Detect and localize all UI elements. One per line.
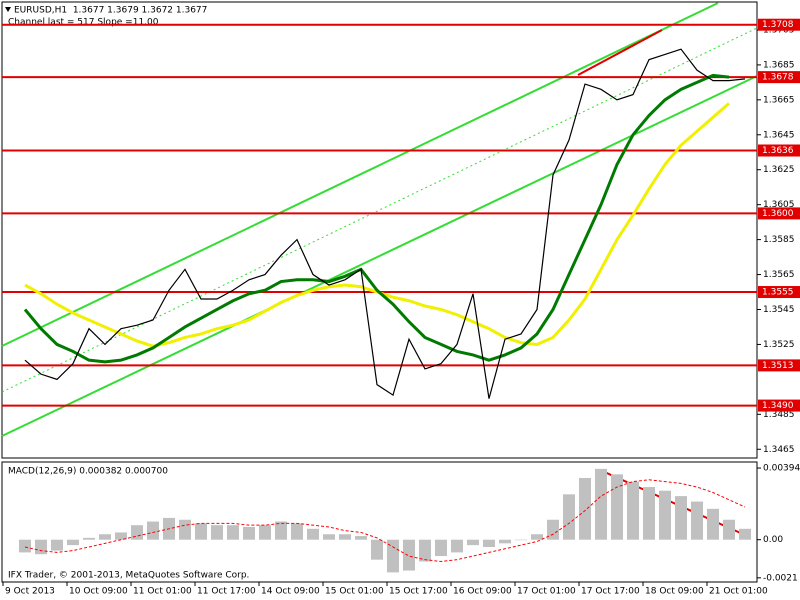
level-label: 1.3555	[762, 288, 794, 298]
histogram-bar	[723, 519, 735, 540]
x-tick-label: 17 Oct 17:00	[581, 587, 640, 597]
y-tick-label: -0.0021	[763, 573, 798, 583]
moving-average	[23, 73, 730, 364]
histogram-bar	[467, 539, 479, 546]
y-tick-label: 0.00	[763, 535, 783, 545]
histogram-bar	[483, 539, 495, 547]
histogram-bar	[51, 539, 63, 551]
y-tick-label: 1.3565	[763, 270, 795, 280]
histogram-bar	[659, 490, 671, 540]
histogram-bar	[675, 496, 687, 540]
histogram-bar	[451, 539, 463, 553]
level-label: 1.3513	[762, 361, 794, 371]
source: IFX Trader, © 2001-2013, MetaQuotes Soft…	[8, 571, 249, 581]
histogram-bar	[339, 534, 351, 540]
y-tick-label: 1.3585	[763, 235, 795, 245]
histogram-bar	[435, 539, 447, 557]
histogram-bar	[211, 525, 223, 540]
histogram-bar	[691, 501, 703, 540]
level-label: 1.3490	[762, 401, 794, 411]
x-tick-label: 11 Oct 17:00	[197, 587, 256, 597]
x-tick-label: 15 Oct 17:00	[389, 587, 448, 597]
x-tick-label: 15 Oct 01:00	[325, 587, 384, 597]
x-tick-label: 21 Oct 01:00	[709, 587, 768, 597]
level-label: 1.3708	[762, 20, 794, 30]
histogram-bar	[195, 523, 207, 540]
level-label-box	[758, 144, 800, 157]
x-tick-label: 10 Oct 09:00	[69, 587, 128, 597]
y-tick-label: 1.3625	[763, 165, 795, 175]
x-tick-label: 11 Oct 01:00	[133, 587, 192, 597]
histogram-bar	[83, 537, 95, 540]
x-tick-label: 16 Oct 09:00	[453, 587, 512, 597]
trend-line	[577, 29, 663, 76]
signal-line	[24, 479, 746, 562]
menu-arrow	[5, 7, 11, 12]
y-tick-label: 1.3525	[763, 340, 795, 350]
histogram-bar	[19, 539, 31, 553]
histogram-bar	[259, 525, 271, 540]
x-tick-label: 17 Oct 01:00	[517, 587, 576, 597]
histogram-bar	[323, 534, 335, 540]
histogram-bar	[595, 468, 607, 540]
x-tick-label: 18 Oct 09:00	[645, 587, 704, 597]
level-label-box	[758, 286, 800, 299]
histogram-bar	[291, 523, 303, 540]
histogram-bar	[627, 481, 639, 540]
y-tick-label: 1.3685	[763, 60, 795, 70]
histogram-bar	[579, 477, 591, 540]
histogram-bar	[67, 539, 79, 546]
chart-subtitle: Channel last = 517 Slope =11.00	[8, 18, 159, 28]
macd-panel	[1, 461, 758, 583]
histogram-bar	[371, 539, 383, 560]
level-label: 1.3636	[762, 146, 794, 156]
y-tick-label: 1.3545	[763, 305, 795, 315]
histogram-bar	[643, 487, 655, 540]
histogram-bar	[611, 474, 623, 540]
y-tick-label: 1.3485	[763, 410, 795, 420]
histogram-bar	[131, 525, 143, 540]
x-tick-label: 9 Oct 2013	[5, 587, 55, 597]
histogram-bar	[419, 539, 431, 562]
y-tick-label: 1.3465	[763, 445, 795, 455]
histogram-bar	[515, 539, 527, 541]
histogram-bar	[179, 519, 191, 540]
price-line	[24, 48, 746, 399]
histogram-bar	[99, 534, 111, 540]
x-tick-label: 14 Oct 09:00	[261, 587, 320, 597]
histogram-bar	[739, 528, 751, 540]
histogram-bar	[147, 521, 159, 540]
histogram-bar	[403, 539, 415, 571]
histogram-bar	[387, 539, 399, 573]
y-tick-label: 0.003947	[763, 464, 800, 474]
level-label-box	[758, 71, 800, 84]
histogram-bar	[531, 534, 543, 540]
level-label: 1.3600	[762, 209, 794, 219]
main-panel	[1, 1, 758, 459]
histogram-bar	[243, 526, 255, 540]
y-tick-label: 1.3645	[763, 130, 795, 140]
histogram-bar	[115, 532, 127, 540]
y-tick-label: 1.3665	[763, 95, 795, 105]
histogram-bar	[227, 525, 239, 540]
histogram-bar	[35, 539, 47, 555]
level-label-box	[758, 207, 800, 220]
histogram-bar	[707, 508, 719, 540]
histogram-bar	[275, 521, 287, 540]
channel-upper	[1, 2, 719, 347]
chart-title: EURUSD,H1 1.3677 1.3679 1.3672 1.3677	[14, 6, 207, 16]
level-label-box	[758, 399, 800, 412]
histogram-bar	[355, 536, 367, 540]
histogram-bar	[547, 519, 559, 540]
histogram-bar	[307, 528, 319, 540]
macd-title: MACD(12,26,9) 0.000382 0.000700	[8, 467, 168, 477]
y-tick-label: 1.3605	[763, 200, 795, 210]
level-label-box	[758, 359, 800, 372]
level-label: 1.3678	[762, 73, 794, 83]
level-label-box	[758, 18, 800, 31]
histogram-bar	[563, 494, 575, 540]
histogram-bar	[499, 539, 511, 544]
macd-trend-line	[599, 469, 746, 536]
